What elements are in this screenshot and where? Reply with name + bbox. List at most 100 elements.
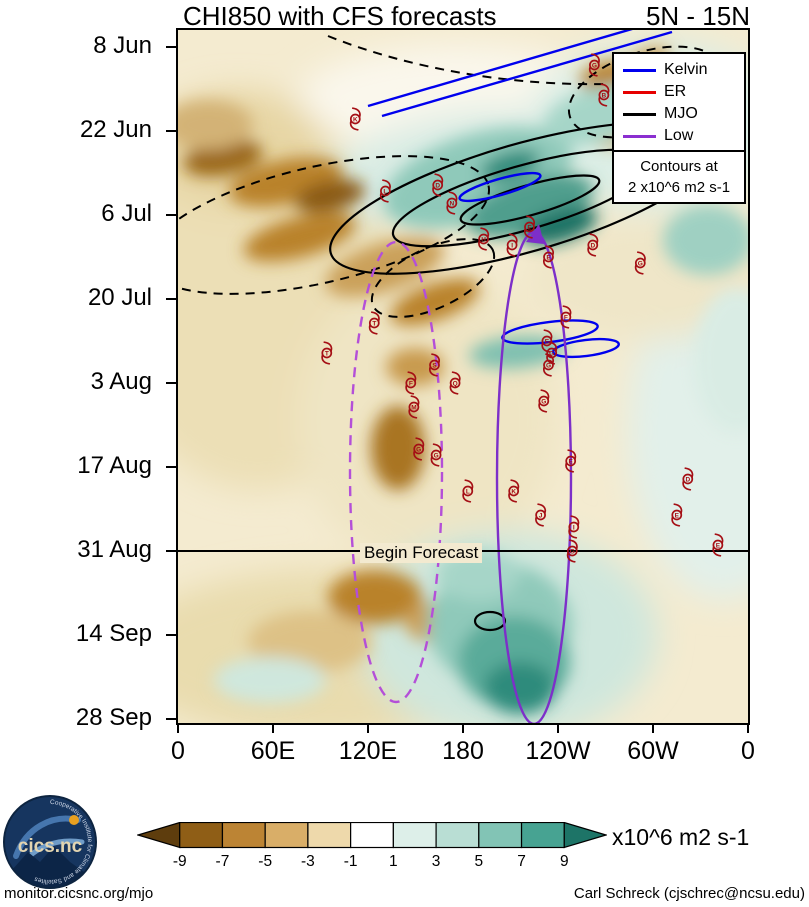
tropical-cyclone-icon: K	[508, 479, 520, 503]
colorbar-tick-label: -5	[258, 853, 272, 870]
tropical-cyclone-icon: J	[535, 503, 547, 527]
chart-title: CHI850 with CFS forecasts	[183, 1, 497, 31]
tropical-cyclone-icon: G	[413, 437, 425, 461]
logo-rim	[3, 795, 97, 889]
y-axis-tick	[166, 550, 176, 552]
svg-text:I: I	[573, 524, 575, 531]
y-axis-tick	[166, 718, 176, 720]
tropical-cyclone-icon: G	[543, 353, 554, 377]
x-axis-tick	[747, 725, 749, 733]
colorbar-tick-label: 3	[432, 853, 441, 870]
svg-text:T: T	[372, 320, 376, 327]
svg-text:S: S	[432, 362, 437, 369]
tropical-cyclone-icon: N	[446, 191, 458, 215]
tropical-cyclone-icon: M	[408, 395, 420, 419]
legend-line-low-icon	[623, 134, 656, 138]
svg-text:G: G	[416, 446, 421, 453]
colorbar-tick-label: -9	[173, 853, 187, 870]
cics-nc-logo: Cooperative Institute for Climate and Sa…	[3, 795, 97, 889]
svg-text:D: D	[590, 242, 595, 249]
svg-text:E: E	[716, 542, 721, 549]
svg-text:E: E	[569, 458, 574, 465]
x-axis-label: 120E	[338, 737, 398, 765]
colorbar-segment	[264, 822, 309, 849]
y-axis-tick	[166, 382, 176, 384]
svg-text:E: E	[675, 512, 680, 519]
svg-text:J: J	[539, 512, 543, 519]
legend-item-mjo: MJO	[614, 103, 744, 125]
svg-text:H: H	[481, 236, 486, 243]
y-axis-label: 20 Jul	[87, 284, 152, 311]
colorbar-segment	[350, 822, 394, 849]
colorbar-tick-label: 9	[560, 853, 569, 870]
svg-text:I: I	[511, 242, 513, 249]
y-axis-label: 3 Aug	[90, 368, 152, 395]
logo-mountains-icon	[12, 846, 84, 888]
svg-text:E: E	[546, 254, 551, 261]
tropical-cyclone-icon: E	[524, 215, 535, 239]
legend-item-er: ER	[614, 81, 744, 103]
legend-line-mjo-icon	[623, 112, 656, 116]
tropical-cyclone-icon: I	[568, 515, 580, 539]
svg-text:E: E	[545, 338, 550, 345]
footer-url: monitor.cicsnc.org/mjo	[4, 885, 154, 902]
colorbar: -9 -7 -5 -3 -1 1 3 5 7 9	[137, 822, 607, 870]
footer-credit: Carl Schreck (cjschrec@ncsu.edu)	[573, 885, 805, 902]
tropical-cyclone-icon: T	[321, 341, 333, 365]
svg-text:F: F	[564, 314, 568, 321]
tropical-cyclone-icon: K	[349, 107, 361, 131]
begin-forecast-label: Begin Forecast	[360, 543, 483, 563]
logo-sun-icon	[69, 815, 79, 825]
svg-text:G: G	[549, 350, 554, 357]
colorbar-segment	[221, 822, 266, 849]
x-axis-label: 180	[442, 737, 484, 765]
svg-text:G: G	[434, 452, 439, 459]
x-axis-tick	[272, 725, 274, 733]
legend-label: Kelvin	[664, 61, 708, 78]
svg-text:K: K	[353, 116, 358, 123]
x-axis-label: 120W	[525, 737, 591, 765]
legend: Kelvin ER MJO Low	[612, 52, 746, 154]
tropical-cyclone-icon: G	[634, 251, 646, 275]
low-contour-arrow	[526, 224, 544, 244]
tropical-cyclone-icon: L	[462, 479, 474, 503]
tropical-cyclone-icon: G	[588, 53, 600, 77]
tropical-cyclone-icon: F	[405, 371, 417, 395]
tropical-cyclone-icon: Q	[449, 371, 461, 395]
colorbar-tick-label: -3	[301, 853, 315, 870]
y-axis-label: 28 Sep	[75, 704, 152, 731]
tropical-cyclone-icon: H	[478, 227, 490, 251]
colorbar-segment	[435, 822, 480, 849]
tropical-cyclone-icon: D	[682, 467, 694, 491]
legend-item-kelvin: Kelvin	[614, 59, 744, 81]
x-axis-label: 60W	[627, 737, 679, 765]
svg-text:E: E	[527, 224, 532, 231]
y-axis-tick	[166, 214, 176, 216]
tropical-cyclone-icon: G	[538, 389, 550, 413]
tropical-cyclone-icon: L	[379, 179, 391, 203]
y-axis-label: 31 Aug	[77, 536, 152, 563]
svg-text:G: G	[546, 362, 551, 369]
svg-text:L: L	[466, 488, 470, 495]
svg-text:B: B	[602, 92, 607, 99]
tropical-cyclone-icon: G	[430, 443, 442, 467]
svg-text:G: G	[638, 260, 643, 267]
x-axis-tick	[557, 725, 559, 733]
contour-note-line1: Contours at	[640, 158, 718, 175]
tropical-cyclone-icon: E	[712, 533, 724, 557]
tropical-cyclone-icon: F	[560, 305, 572, 329]
y-axis-label: 22 Jun	[79, 116, 152, 143]
tropical-cyclone-icon: B	[598, 83, 610, 107]
tropical-cyclone-icon: D	[432, 173, 444, 197]
y-axis-tick	[166, 298, 176, 300]
svg-text:G: G	[570, 548, 575, 555]
svg-text:N: N	[450, 200, 455, 207]
y-axis-label: 6 Jul	[101, 200, 152, 227]
colorbar-tick-label: 5	[475, 853, 484, 870]
tropical-cyclone-icon: D	[587, 233, 599, 257]
colorbar-segment	[392, 822, 437, 849]
svg-text:G: G	[541, 398, 546, 405]
